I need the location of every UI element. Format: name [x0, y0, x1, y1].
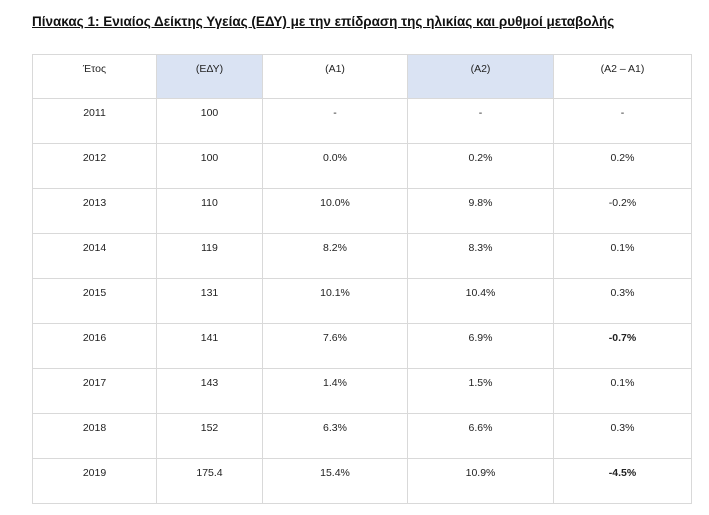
- table-cell: 2017: [32, 368, 157, 414]
- table-cell: 8.3%: [407, 233, 554, 279]
- table-cell: -: [407, 98, 554, 144]
- table-cell: 1.5%: [407, 368, 554, 414]
- table-cell: 10.0%: [262, 188, 408, 234]
- table-cell: 131: [156, 278, 263, 324]
- table-cell: 2015: [32, 278, 157, 324]
- table-row: 2014 119 8.2% 8.3% 0.1%: [32, 233, 692, 279]
- table-cell: 119: [156, 233, 263, 279]
- table-cell: 152: [156, 413, 263, 459]
- table-row: 2017 143 1.4% 1.5% 0.1%: [32, 368, 692, 414]
- table-cell: 2012: [32, 143, 157, 189]
- table-cell: 175.4: [156, 458, 263, 504]
- table-cell: 8.2%: [262, 233, 408, 279]
- table-cell: 2014: [32, 233, 157, 279]
- table-cell: 143: [156, 368, 263, 414]
- table-cell: 15.4%: [262, 458, 408, 504]
- table-row: 2016 141 7.6% 6.9% -0.7%: [32, 323, 692, 369]
- table-cell: 0.3%: [553, 278, 692, 324]
- table-cell: 7.6%: [262, 323, 408, 369]
- table-cell: 141: [156, 323, 263, 369]
- data-table: Έτος (ΕΔΥ) (Α1) (Α2) (Α2 – Α1) 2011 100- - -201…: [32, 54, 692, 504]
- table-cell: -4.5%: [553, 458, 692, 504]
- table-row: 2013 110 10.0% 9.8% -0.2%: [32, 188, 692, 234]
- table-cell: 0.0%: [262, 143, 408, 189]
- table-cell: 2016: [32, 323, 157, 369]
- table-cell: 10.1%: [262, 278, 408, 324]
- table-cell: 2013: [32, 188, 157, 234]
- table-cell: 6.9%: [407, 323, 554, 369]
- table-cell: 1.4%: [262, 368, 408, 414]
- header-cell: Έτος: [32, 54, 157, 99]
- table-cell: 0.1%: [553, 368, 692, 414]
- table-cell: 0.2%: [553, 143, 692, 189]
- header-cell: (ΕΔΥ): [156, 54, 263, 99]
- table-cell: 10.4%: [407, 278, 554, 324]
- table-row: 2018 152 6.3% 6.6% 0.3%: [32, 413, 692, 459]
- table-cell: -: [553, 98, 692, 144]
- header-cell: (Α2 – Α1): [553, 54, 692, 99]
- table-body: 2011 100- - -2012 100 0.0% 0.2% 0.2% 2013 110 10.0…: [32, 98, 692, 504]
- header-cell: (Α1): [262, 54, 408, 99]
- table-cell: 2019: [32, 458, 157, 504]
- table-cell: -0.2%: [553, 188, 692, 234]
- table-title: Πίνακας 1: Ενιαίος Δείκτης Υγείας (ΕΔΥ) …: [32, 14, 615, 29]
- table-row: 2015 131 10.1% 10.4% 0.3%: [32, 278, 692, 324]
- table-cell: 10.9%: [407, 458, 554, 504]
- table-cell: 2018: [32, 413, 157, 459]
- table-cell: 9.8%: [407, 188, 554, 234]
- table-row: 2011 100- - -: [32, 98, 692, 144]
- table-cell: 100: [156, 143, 263, 189]
- table-cell: 110: [156, 188, 263, 234]
- table-cell: -0.7%: [553, 323, 692, 369]
- table-cell: 0.1%: [553, 233, 692, 279]
- table-row: 2019 175.4 15.4% 10.9% -4.5%: [32, 458, 692, 504]
- table-cell: 0.3%: [553, 413, 692, 459]
- header-row: Έτος (ΕΔΥ) (Α1) (Α2) (Α2 – Α1): [32, 54, 692, 99]
- table-cell: -: [262, 98, 408, 144]
- table-cell: 6.3%: [262, 413, 408, 459]
- table-cell: 0.2%: [407, 143, 554, 189]
- table-cell: 6.6%: [407, 413, 554, 459]
- table-cell: 2011: [32, 98, 157, 144]
- table-row: 2012 100 0.0% 0.2% 0.2%: [32, 143, 692, 189]
- table-cell: 100: [156, 98, 263, 144]
- header-cell: (Α2): [407, 54, 554, 99]
